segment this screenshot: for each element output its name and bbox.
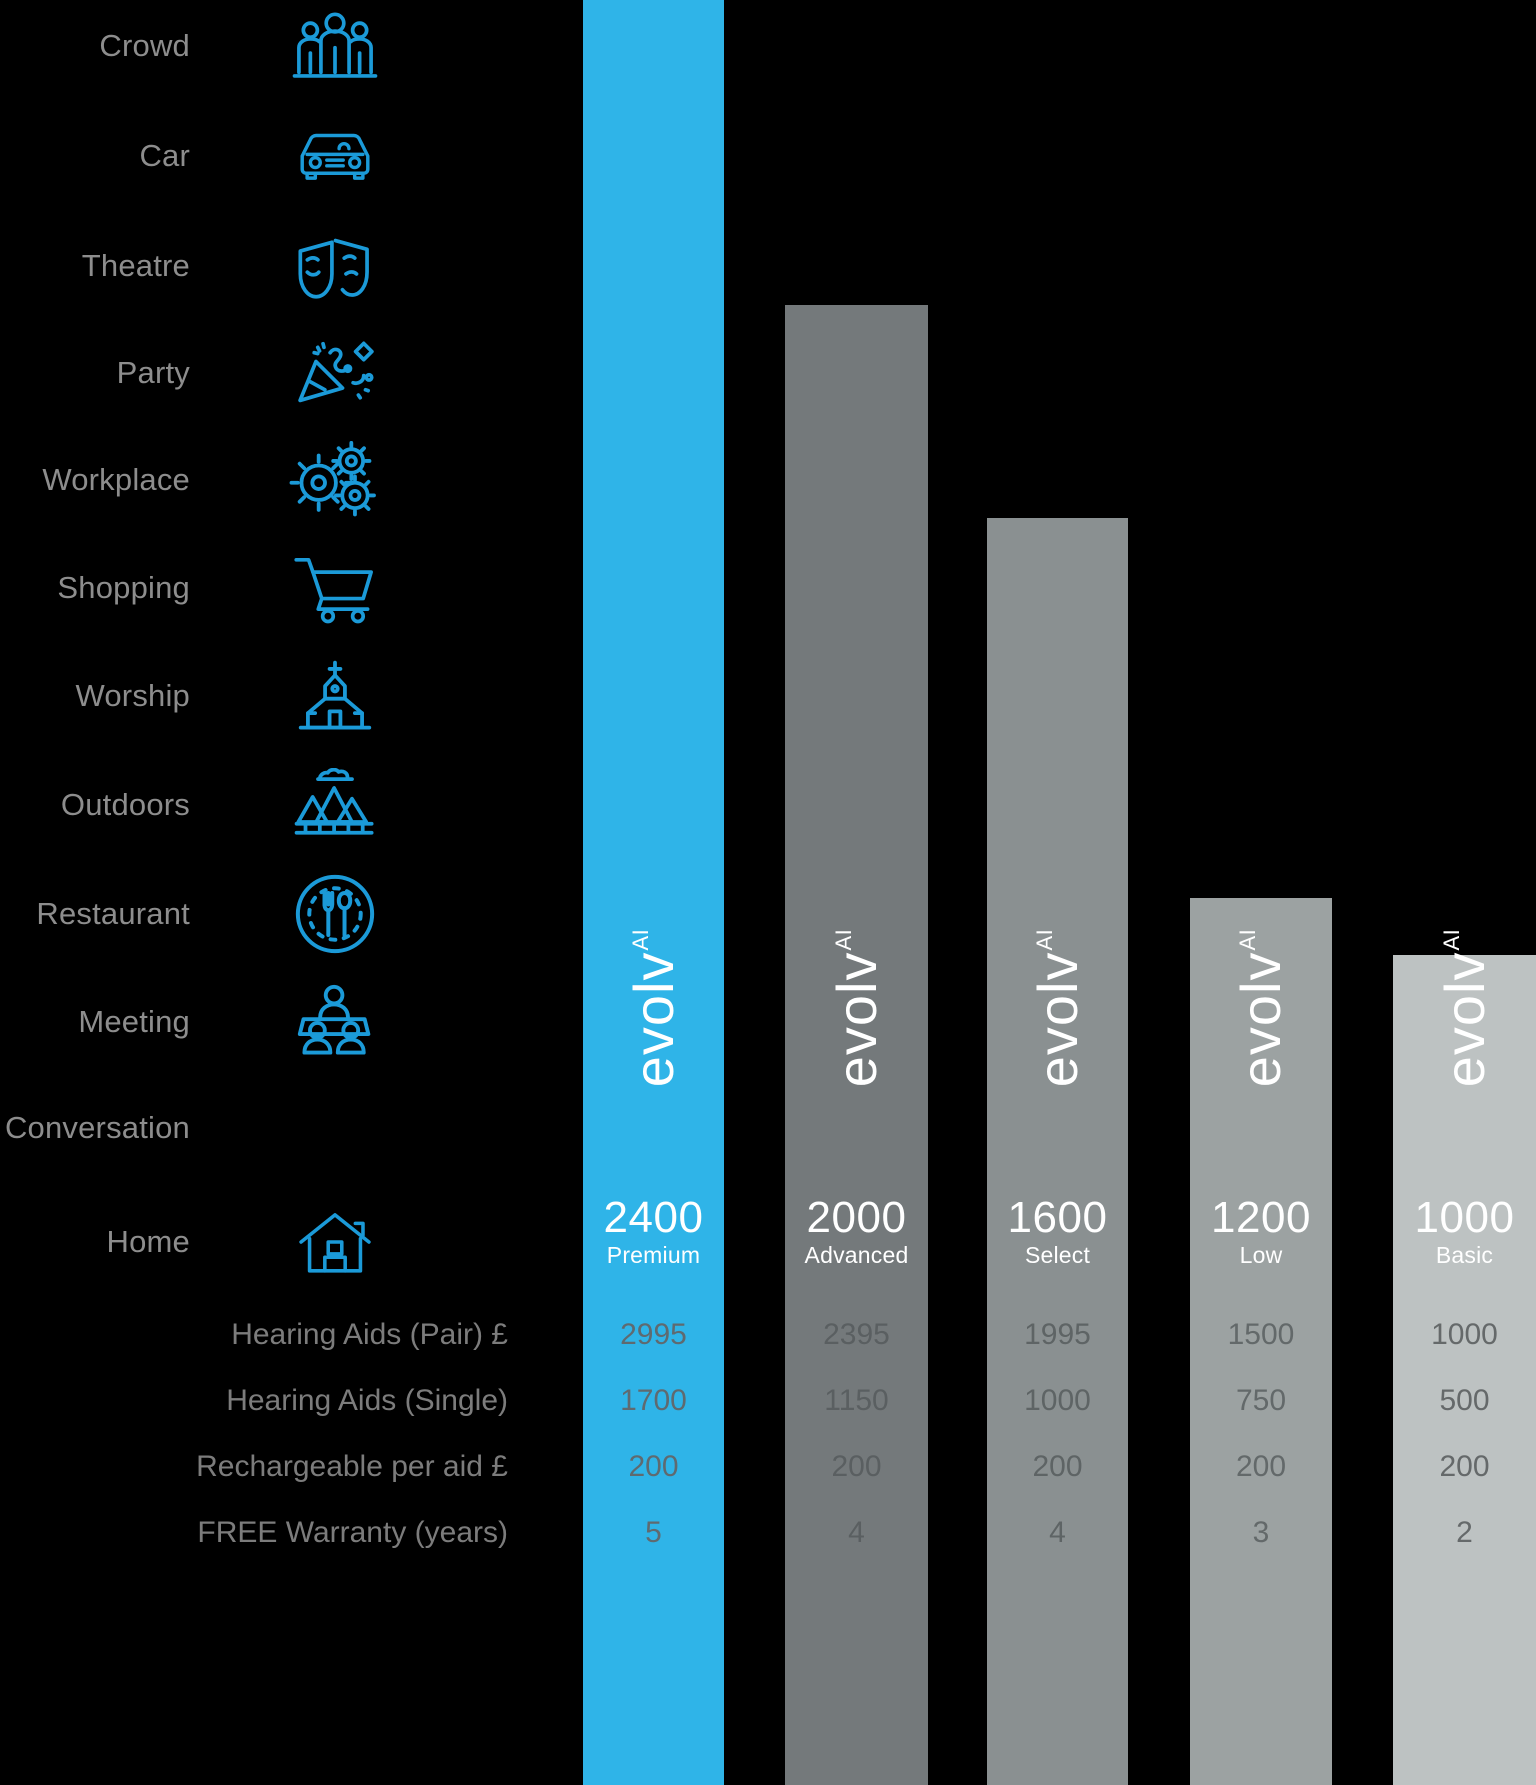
logo-superscript-ai: AI [1235,928,1260,951]
price-cell: 2995 [620,1318,687,1351]
car-icon [285,126,385,186]
price-cell: 200 [1439,1450,1490,1483]
product-column[interactable]: evolv AI 1000 Basic 1000 500 200 2 [1393,929,1536,1785]
column-header: 2400 Premium [583,1196,724,1271]
logo-wordmark: evolv [1025,951,1089,1088]
price-cell: 1000 [1431,1318,1498,1351]
price-cell: 5 [645,1516,662,1549]
theatre-masks-icon [285,230,385,302]
price-cell: 750 [1235,1384,1287,1417]
price-cell: 200 [831,1450,882,1483]
feature-row: Conversation [0,1082,508,1174]
model-code: 1000 [1414,1193,1515,1242]
table-row-label: FREE Warranty (years) [197,1516,508,1549]
product-logo: evolv AI [824,893,888,1123]
price-cell: 1500 [1227,1318,1295,1351]
feature-row: Worship [0,650,508,742]
price-cell: 200 [1032,1450,1083,1483]
price-cell: 200 [1235,1450,1287,1483]
feature-label: Workplace [42,462,190,497]
feature-row: Restaurant [0,868,508,960]
price-cell: 2395 [823,1318,890,1351]
logo-superscript-ai: AI [627,928,653,951]
price-cell: 2 [1456,1516,1473,1549]
product-logo: evolv AI [1229,893,1292,1123]
column-header: 1600 Select [987,1196,1128,1271]
feature-label: Theatre [81,248,190,283]
feature-row: Workplace [0,434,508,526]
product-logo: evolv AI [1025,893,1089,1123]
product-column[interactable]: evolv AI 2400 Premium 2995 1700 200 5 [583,0,724,1785]
product-column[interactable]: evolv AI 2000 Advanced 2395 1150 200 4 [785,305,928,1785]
party-popper-icon [285,336,385,410]
logo-wordmark: evolv [1229,951,1292,1088]
feature-row: Outdoors [0,759,508,851]
crowd-icon [285,7,385,85]
feature-list: Crowd Car Theatre Party Workplace Shopping Wor… [0,0,508,1290]
feature-label: Conversation [4,1110,190,1145]
price-cell: 1150 [824,1384,889,1417]
price-cell: 1995 [1024,1318,1091,1351]
tier-name: Basic [1435,1242,1494,1268]
product-column[interactable]: evolv AI 1600 Select 1995 1000 200 4 [987,518,1128,1785]
feature-row: Shopping [0,542,508,634]
meeting-table-icon [285,984,385,1060]
table-row-label: Hearing Aids (Single) [226,1384,508,1417]
feature-label: Home [106,1224,190,1259]
column-header: 2000 Advanced [785,1196,928,1271]
price-cell: 1000 [1024,1384,1091,1417]
feature-label: Worship [75,678,190,713]
model-code: 1200 [1211,1193,1311,1242]
model-code: 2400 [603,1193,704,1242]
feature-row: Party [0,327,508,419]
logo-wordmark: evolv [1432,951,1496,1088]
feature-label: Restaurant [36,896,190,931]
price-cell: 500 [1439,1384,1490,1417]
cutlery-plate-icon [285,874,385,954]
feature-label: Shopping [57,570,190,605]
tier-name: Select [1024,1242,1091,1268]
feature-row: Home [0,1196,508,1288]
price-cell: 4 [848,1516,865,1549]
tier-name: Premium [606,1242,701,1268]
logo-superscript-ai: AI [830,928,856,951]
tier-name: Advanced [804,1242,909,1268]
logo-wordmark: evolv [621,951,685,1088]
feature-label: Car [139,138,190,173]
price-cell: 4 [1049,1516,1066,1549]
model-code: 2000 [806,1193,907,1242]
model-code: 1600 [1007,1193,1108,1242]
feature-row: Crowd [0,0,508,92]
product-logo: evolv AI [621,893,685,1123]
feature-label: Outdoors [60,787,190,822]
logo-superscript-ai: AI [1438,928,1464,951]
gears-icon [285,441,385,519]
product-logo: evolv AI [1432,893,1496,1123]
column-header: 1200 Low [1190,1196,1332,1271]
feature-row: Theatre [0,220,508,312]
house-icon [285,1207,385,1277]
column-header: 1000 Basic [1393,1196,1536,1271]
church-icon [285,659,385,733]
table-row-label: Hearing Aids (Pair) £ [231,1318,508,1351]
feature-label: Crowd [99,28,190,63]
shopping-cart-icon [285,551,385,625]
product-column[interactable]: evolv AI 1200 Low 1500 750 200 3 [1190,898,1332,1785]
feature-label: Party [116,355,190,390]
tier-name: Low [1239,1242,1283,1268]
logo-superscript-ai: AI [1031,928,1057,951]
feature-row: Meeting [0,976,508,1068]
feature-label: Meeting [78,1004,190,1039]
logo-wordmark: evolv [824,951,888,1088]
mountains-trees-icon [285,768,385,842]
price-cell: 3 [1252,1516,1270,1549]
price-cell: 200 [628,1450,679,1483]
table-row-label: Rechargeable per aid £ [196,1450,508,1483]
price-cell: 1700 [620,1384,687,1417]
feature-row: Car [0,110,508,202]
